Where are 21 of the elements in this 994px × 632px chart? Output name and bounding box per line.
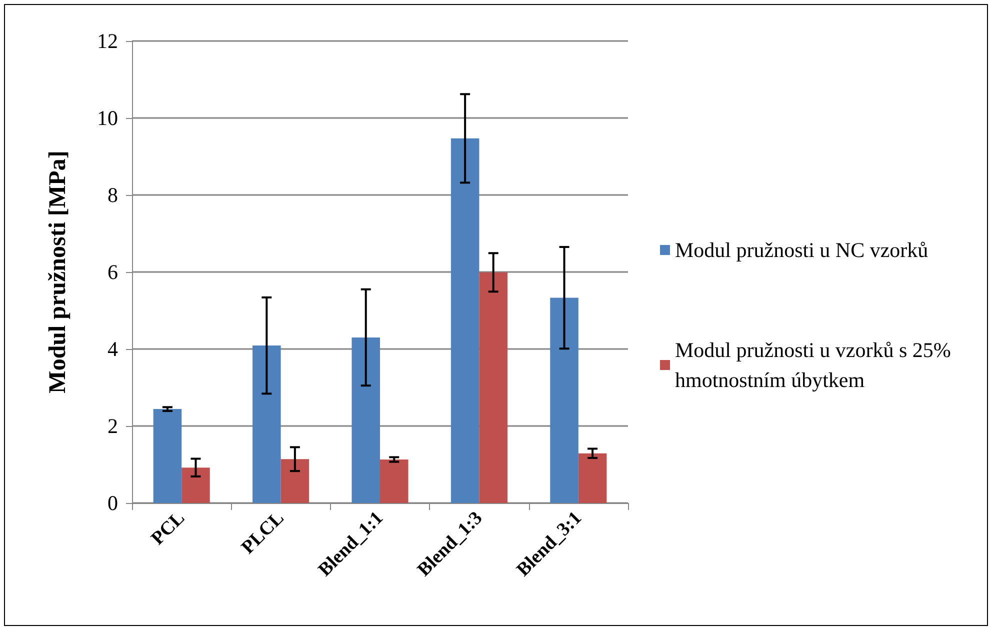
legend-label: Modul pružnosti u NC vzorků xyxy=(675,238,929,262)
bar xyxy=(280,459,310,503)
x-tick-label: PCL xyxy=(147,508,190,550)
bar xyxy=(450,138,480,503)
bar xyxy=(182,468,210,503)
bar xyxy=(550,298,578,503)
bar xyxy=(352,337,380,503)
y-axis-title: Modul pružnosti [MPa] xyxy=(45,150,71,394)
bar xyxy=(578,453,607,503)
y-tick-label: 4 xyxy=(108,337,118,361)
y-tick-label: 2 xyxy=(108,414,118,438)
bar xyxy=(252,346,281,503)
y-tick-label: 10 xyxy=(97,106,118,130)
y-tick-label: 8 xyxy=(108,183,118,207)
y-tick-label: 0 xyxy=(108,491,118,515)
bar xyxy=(479,272,508,503)
y-tick-label: 6 xyxy=(108,260,118,284)
bar xyxy=(153,409,182,503)
y-tick-label: 12 xyxy=(97,29,118,53)
bar xyxy=(380,459,408,503)
legend-label: Modul pružnosti u vzorků s 25% hmotnostním úbytkem xyxy=(675,338,956,392)
